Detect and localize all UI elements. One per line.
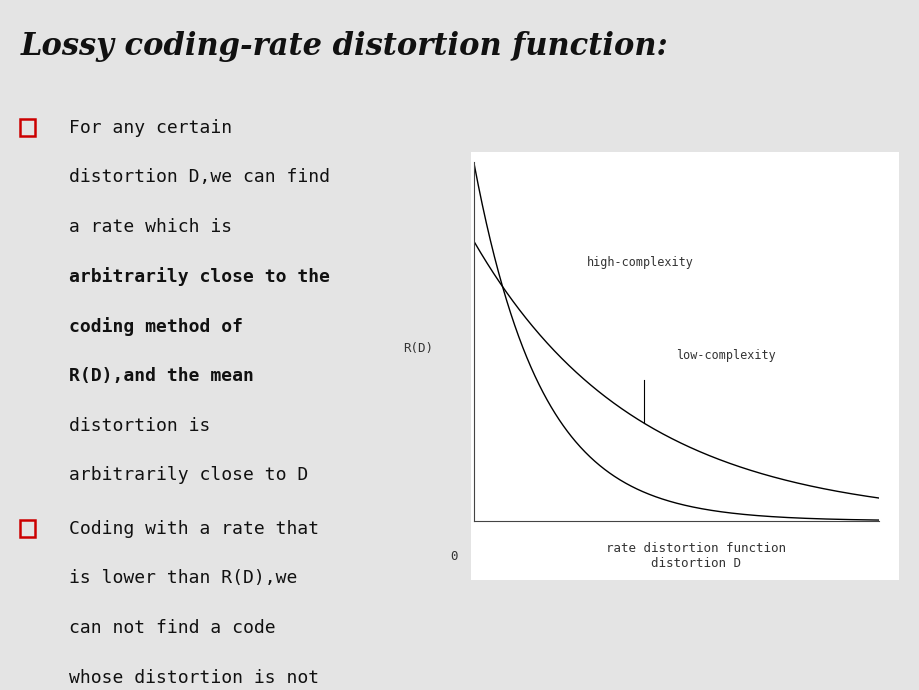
Bar bbox=[471, 152, 898, 580]
Text: coding method of: coding method of bbox=[69, 317, 243, 336]
Text: 0: 0 bbox=[449, 550, 457, 562]
Text: R(D): R(D) bbox=[403, 342, 433, 355]
Text: can not find a code: can not find a code bbox=[69, 619, 276, 637]
Text: arbitrarily close to D: arbitrarily close to D bbox=[69, 466, 308, 484]
Text: distortion is: distortion is bbox=[69, 417, 210, 435]
Text: rate distortion function: rate distortion function bbox=[606, 542, 786, 555]
Text: low-complexity: low-complexity bbox=[675, 349, 775, 362]
Text: is lower than R(D),we: is lower than R(D),we bbox=[69, 569, 297, 587]
Text: R(D),and the mean: R(D),and the mean bbox=[69, 367, 254, 385]
Bar bbox=[20, 520, 35, 537]
Text: whose distortion is not: whose distortion is not bbox=[69, 669, 319, 687]
Text: Lossy coding-rate distortion function:: Lossy coding-rate distortion function: bbox=[20, 31, 667, 62]
Bar bbox=[20, 119, 35, 136]
Text: distortion D,we can find: distortion D,we can find bbox=[69, 168, 330, 186]
Text: For any certain: For any certain bbox=[69, 119, 232, 137]
Text: distortion D: distortion D bbox=[651, 557, 741, 570]
Text: high-complexity: high-complexity bbox=[586, 256, 693, 269]
Text: a rate which is: a rate which is bbox=[69, 218, 232, 236]
Text: Coding with a rate that: Coding with a rate that bbox=[69, 520, 319, 538]
Text: arbitrarily close to the: arbitrarily close to the bbox=[69, 267, 330, 286]
